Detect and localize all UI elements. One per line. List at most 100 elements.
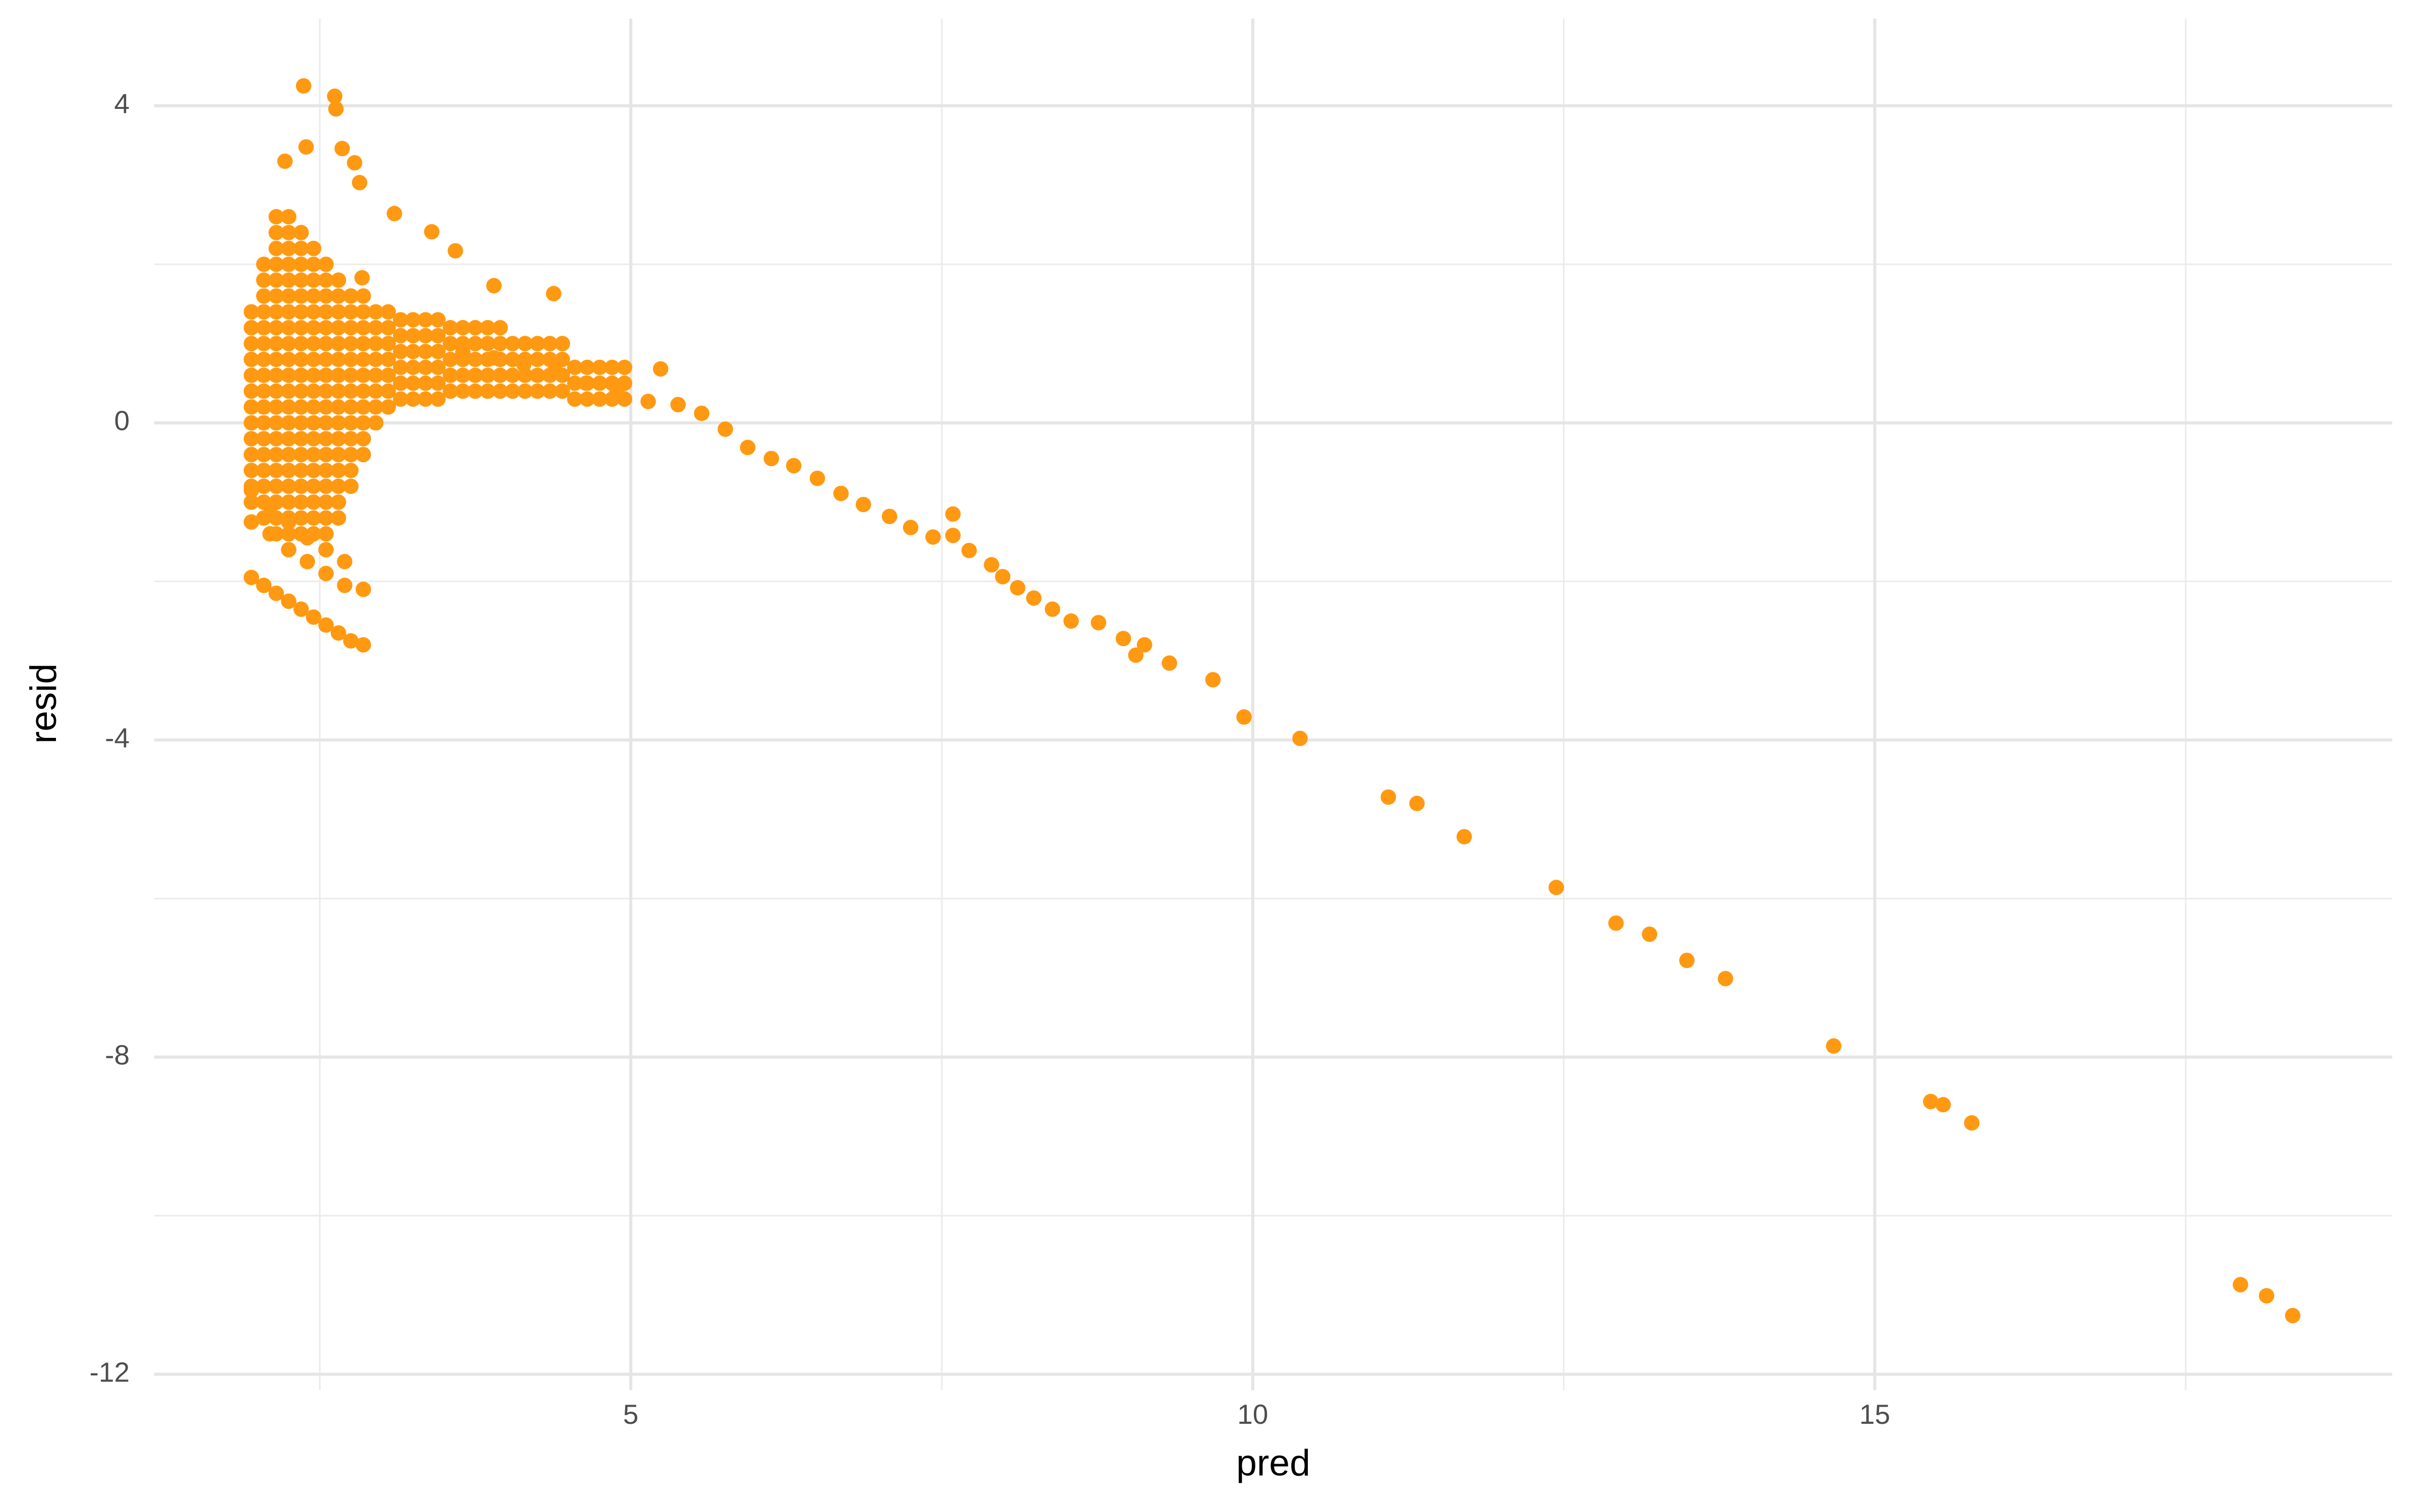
point xyxy=(368,336,384,352)
point xyxy=(368,320,384,336)
point xyxy=(298,139,314,155)
point xyxy=(318,257,334,272)
point xyxy=(306,447,322,463)
point xyxy=(430,391,446,407)
point xyxy=(306,304,322,320)
point xyxy=(387,206,402,222)
point xyxy=(405,359,421,375)
point xyxy=(417,312,434,328)
point xyxy=(984,557,999,573)
point xyxy=(505,383,521,399)
point xyxy=(318,415,334,431)
point xyxy=(343,447,359,463)
point xyxy=(293,351,309,367)
point xyxy=(653,361,669,377)
point xyxy=(1026,590,1042,606)
point xyxy=(467,336,483,352)
point xyxy=(281,272,296,288)
point xyxy=(809,470,825,486)
point xyxy=(380,336,396,352)
point xyxy=(455,383,471,399)
point xyxy=(417,391,434,407)
point xyxy=(268,415,284,431)
point xyxy=(244,494,259,510)
point xyxy=(856,496,871,513)
point xyxy=(542,336,558,352)
point xyxy=(293,257,309,272)
point xyxy=(268,320,284,336)
point xyxy=(268,257,284,272)
point xyxy=(318,447,334,463)
point xyxy=(281,367,296,383)
point xyxy=(268,272,284,288)
point xyxy=(281,336,296,352)
point xyxy=(355,383,371,399)
point xyxy=(293,463,309,478)
point xyxy=(318,565,334,582)
point xyxy=(328,101,344,117)
point xyxy=(443,320,458,336)
point xyxy=(529,367,546,383)
point xyxy=(424,224,440,240)
point xyxy=(281,288,296,304)
point xyxy=(393,391,408,407)
point xyxy=(318,399,334,415)
point xyxy=(268,383,284,399)
point xyxy=(293,225,309,240)
point xyxy=(293,383,309,399)
point xyxy=(306,257,322,272)
point xyxy=(2285,1307,2301,1324)
point xyxy=(1456,829,1472,845)
y-tick-label: -12 xyxy=(90,1356,130,1388)
point xyxy=(268,288,284,304)
point xyxy=(343,415,359,431)
point xyxy=(281,320,296,336)
point xyxy=(318,367,334,383)
point xyxy=(354,270,370,286)
point xyxy=(262,498,278,514)
point xyxy=(1380,789,1397,805)
point xyxy=(281,542,296,558)
point xyxy=(542,383,558,399)
point xyxy=(318,288,334,304)
point xyxy=(355,637,371,653)
point xyxy=(244,367,259,383)
point xyxy=(555,351,570,367)
point xyxy=(337,578,352,593)
point xyxy=(455,320,471,336)
point xyxy=(393,344,408,359)
point xyxy=(293,272,309,288)
point xyxy=(492,367,508,383)
point xyxy=(268,510,284,526)
point xyxy=(1642,926,1658,942)
point xyxy=(486,350,502,366)
point xyxy=(945,528,961,543)
point xyxy=(492,383,508,399)
point xyxy=(330,478,346,494)
point xyxy=(244,447,259,463)
point xyxy=(604,359,620,375)
point xyxy=(578,375,594,391)
point xyxy=(318,320,334,336)
point xyxy=(670,397,686,413)
point xyxy=(368,367,384,383)
point xyxy=(281,209,296,225)
point xyxy=(1923,1094,1939,1109)
point xyxy=(343,320,359,336)
point xyxy=(945,506,961,522)
point xyxy=(299,553,315,570)
point xyxy=(492,336,508,352)
point xyxy=(306,272,322,288)
point xyxy=(417,344,434,359)
point xyxy=(455,344,471,360)
point xyxy=(256,336,272,352)
point xyxy=(318,336,334,352)
point xyxy=(1162,655,1177,671)
point xyxy=(355,415,371,431)
point xyxy=(293,240,309,257)
point xyxy=(1063,613,1079,629)
point xyxy=(1236,709,1252,725)
point xyxy=(268,478,284,494)
point xyxy=(281,494,296,510)
point xyxy=(430,359,446,375)
